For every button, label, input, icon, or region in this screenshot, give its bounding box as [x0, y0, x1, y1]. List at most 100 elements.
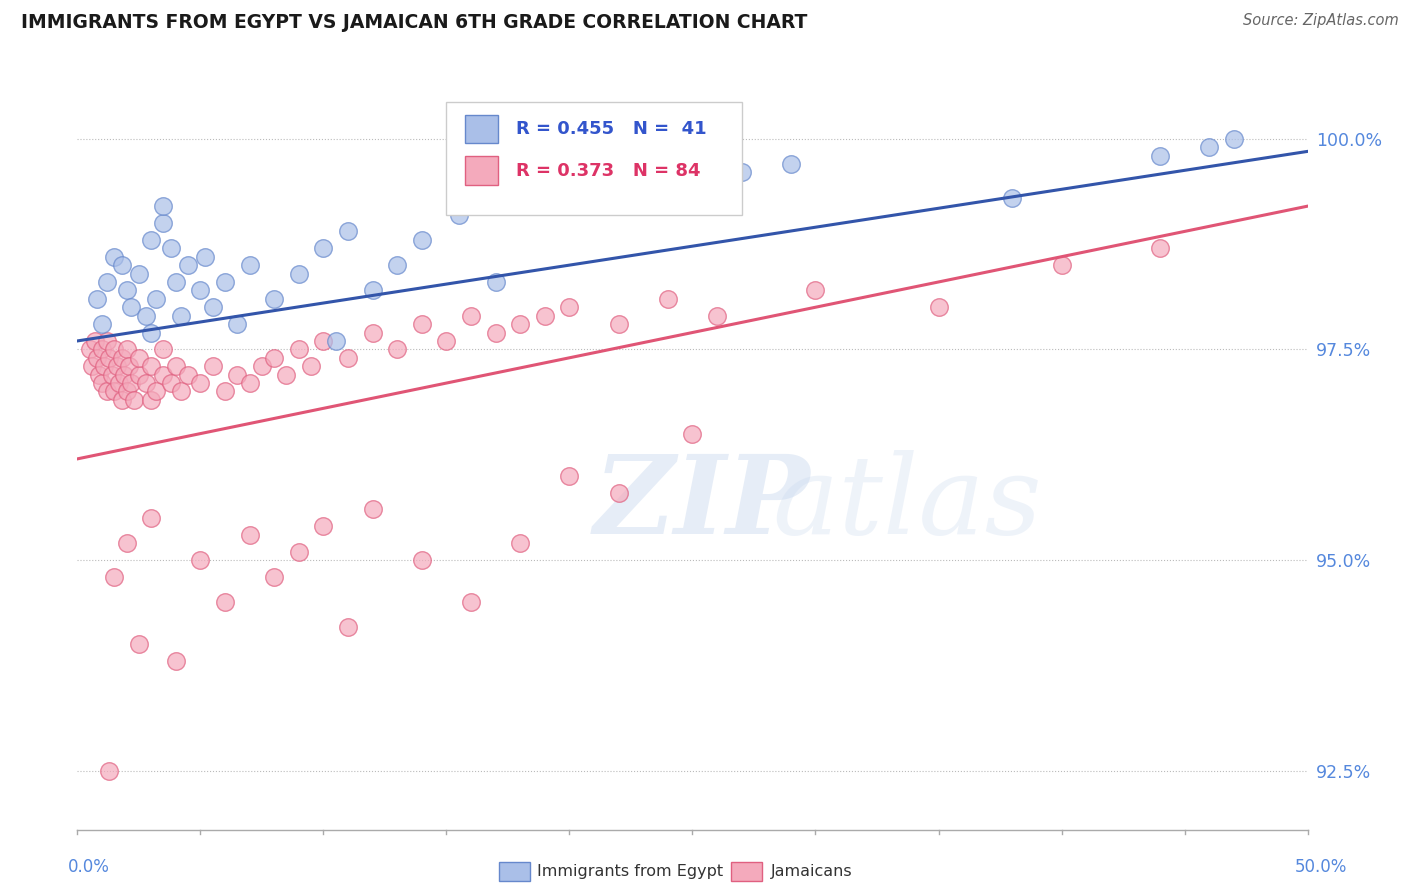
Point	[177, 368, 200, 382]
Point	[135, 376, 157, 390]
Point	[90, 376, 114, 390]
Point	[118, 359, 141, 374]
Point	[96, 275, 118, 289]
Point	[607, 485, 630, 500]
Text: atlas: atlas	[772, 450, 1042, 558]
Point	[1149, 241, 1171, 255]
Point	[263, 570, 285, 584]
Point	[312, 241, 335, 255]
Point	[325, 334, 347, 348]
Point	[103, 384, 125, 399]
Point	[804, 284, 827, 298]
Point	[299, 359, 322, 374]
Point	[928, 300, 950, 314]
Point	[98, 351, 121, 365]
Point	[111, 351, 132, 365]
Point	[96, 384, 118, 399]
Point	[607, 317, 630, 331]
Point	[115, 284, 138, 298]
Point	[141, 359, 163, 374]
Point	[160, 241, 183, 255]
Text: ZIP: ZIP	[595, 450, 811, 558]
Point	[214, 384, 236, 399]
Point	[152, 368, 174, 382]
Point	[141, 233, 163, 247]
Text: Jamaicans: Jamaicans	[770, 864, 852, 879]
Point	[170, 384, 193, 399]
Point	[201, 359, 224, 374]
Point	[141, 392, 163, 407]
Point	[86, 351, 108, 365]
Point	[79, 343, 101, 357]
Text: 0.0%: 0.0%	[67, 858, 110, 876]
Point	[103, 250, 125, 264]
Point	[90, 343, 114, 357]
Point	[485, 326, 508, 340]
Point	[1149, 148, 1171, 162]
Point	[115, 343, 138, 357]
Point	[145, 384, 167, 399]
Point	[263, 351, 285, 365]
Point	[1050, 258, 1073, 272]
Point	[103, 343, 125, 357]
Point	[121, 376, 143, 390]
Point	[276, 368, 298, 382]
Point	[90, 317, 114, 331]
Point	[312, 334, 335, 348]
Point	[188, 376, 212, 390]
Point	[460, 595, 482, 609]
Point	[239, 527, 262, 541]
Point	[188, 553, 212, 567]
Point	[105, 359, 128, 374]
Point	[385, 343, 409, 357]
Point	[558, 468, 581, 483]
Point	[226, 317, 249, 331]
Point	[152, 199, 174, 213]
Point	[96, 334, 118, 348]
Point	[108, 376, 131, 390]
Point	[226, 368, 249, 382]
Point	[250, 359, 273, 374]
Text: Source: ZipAtlas.com: Source: ZipAtlas.com	[1243, 13, 1399, 29]
Point	[152, 343, 174, 357]
Point	[361, 284, 384, 298]
Point	[89, 368, 111, 382]
Point	[534, 309, 557, 323]
Point	[1198, 140, 1220, 154]
Point	[165, 275, 187, 289]
Point	[188, 284, 212, 298]
Point	[122, 392, 145, 407]
Point	[165, 359, 187, 374]
Point	[141, 511, 163, 525]
Point	[214, 275, 236, 289]
Point	[288, 343, 311, 357]
Text: IMMIGRANTS FROM EGYPT VS JAMAICAN 6TH GRADE CORRELATION CHART: IMMIGRANTS FROM EGYPT VS JAMAICAN 6TH GR…	[21, 13, 807, 32]
Point	[263, 292, 285, 306]
Text: R = 0.373   N = 84: R = 0.373 N = 84	[516, 161, 700, 179]
Point	[101, 368, 124, 382]
Point	[160, 376, 183, 390]
Text: 50.0%: 50.0%	[1295, 858, 1347, 876]
Point	[145, 292, 167, 306]
Point	[93, 359, 115, 374]
Point	[194, 250, 217, 264]
Point	[337, 620, 360, 634]
FancyBboxPatch shape	[465, 114, 498, 144]
Point	[165, 654, 187, 668]
Point	[201, 300, 224, 314]
Point	[82, 359, 104, 374]
Point	[177, 258, 200, 272]
FancyBboxPatch shape	[447, 102, 742, 216]
Point	[111, 258, 132, 272]
Point	[128, 267, 150, 281]
Point	[706, 309, 728, 323]
Point	[1223, 132, 1246, 146]
Point	[121, 300, 143, 314]
Point	[170, 309, 193, 323]
Point	[288, 267, 311, 281]
Point	[460, 309, 482, 323]
Point	[103, 570, 125, 584]
Point	[111, 392, 132, 407]
Point	[98, 764, 121, 778]
Point	[239, 258, 262, 272]
